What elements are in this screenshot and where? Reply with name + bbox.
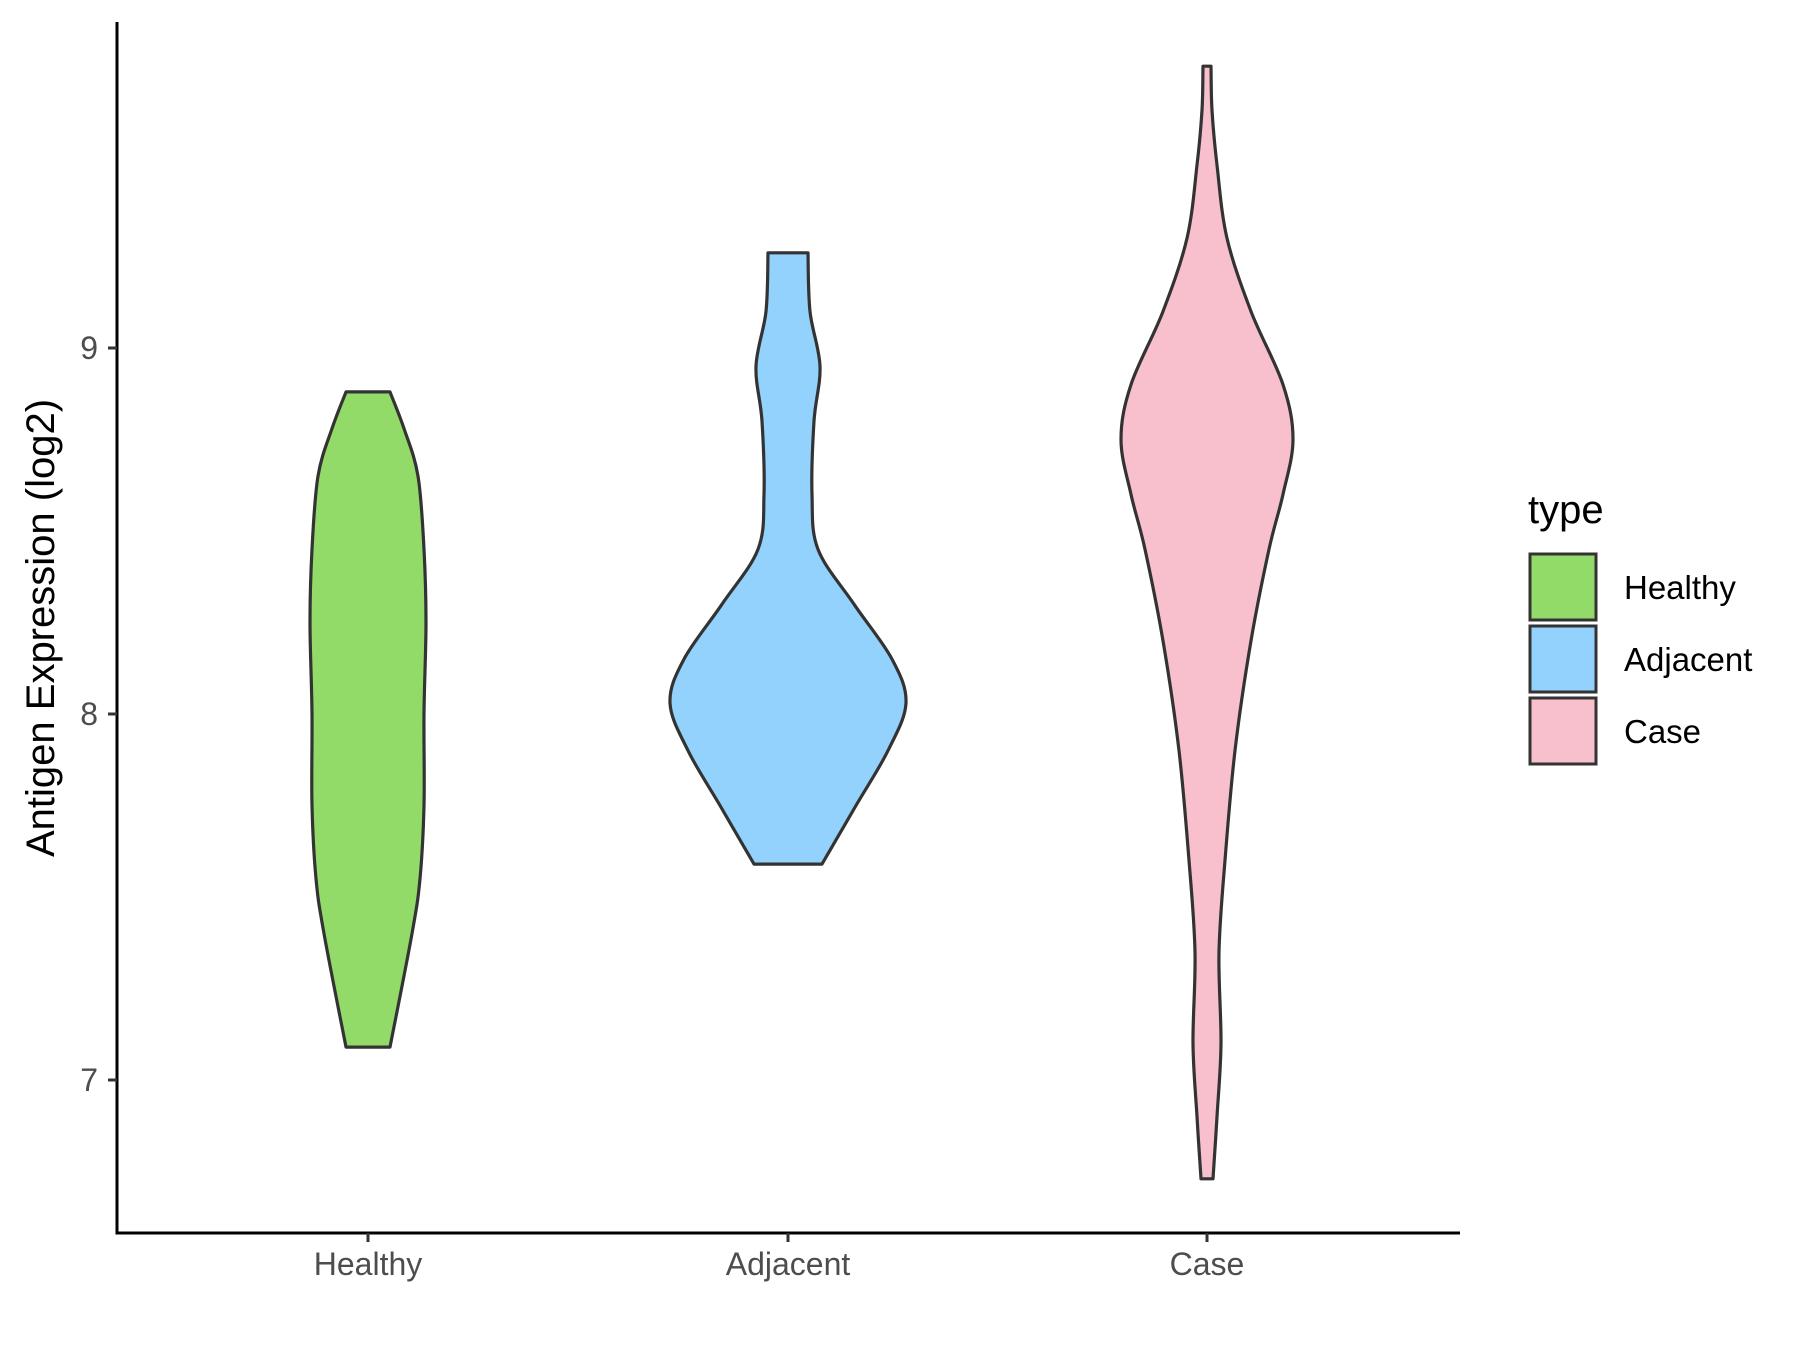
x-tick-label: Adjacent <box>726 1246 851 1282</box>
y-tick-label: 7 <box>80 1062 98 1098</box>
x-tick-label: Case <box>1170 1246 1245 1282</box>
legend-label-adjacent: Adjacent <box>1624 641 1752 678</box>
legend-swatch-healthy <box>1528 552 1598 622</box>
violin-healthy <box>308 390 428 1049</box>
legend-label-healthy: Healthy <box>1624 569 1736 606</box>
legend-swatch-case <box>1528 696 1598 766</box>
legend: type Healthy Adjacent Case <box>1528 488 1752 766</box>
legend-title: type <box>1528 488 1604 532</box>
violin-case <box>1119 64 1295 1181</box>
y-ticks: 7 8 9 <box>80 330 117 1098</box>
violin-layer <box>308 64 1295 1181</box>
x-ticks: Healthy Adjacent Case <box>314 1233 1245 1282</box>
legend-swatch-adjacent <box>1528 624 1598 694</box>
violin-adjacent <box>668 251 908 866</box>
y-tick-label: 9 <box>80 330 98 366</box>
y-axis-title: Antigen Expression (log2) <box>19 399 63 857</box>
y-tick-label: 8 <box>80 696 98 732</box>
x-tick-label: Healthy <box>314 1246 423 1282</box>
legend-items: Healthy Adjacent Case <box>1528 552 1752 766</box>
legend-label-case: Case <box>1624 713 1701 750</box>
